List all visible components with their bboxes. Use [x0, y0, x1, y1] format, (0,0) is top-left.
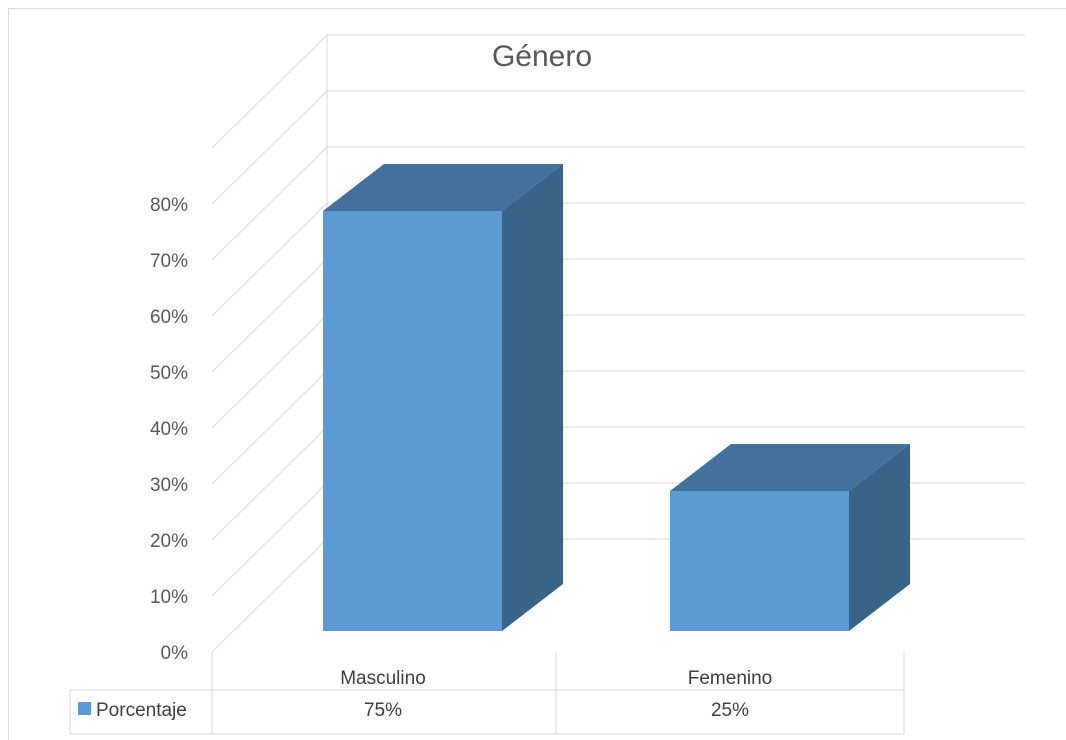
- chart-frame: [8, 8, 1066, 740]
- bar-front-face: [670, 491, 849, 631]
- y-tick-label: 10%: [150, 587, 188, 608]
- gridline-diagonal: [211, 90, 328, 205]
- y-tick-label: 70%: [150, 251, 188, 272]
- gridline-diagonal: [211, 538, 328, 653]
- y-tick-label: 0%: [161, 643, 189, 664]
- bar-top-face: [670, 444, 910, 491]
- data-table: Masculino Femenino Porcentaje 75% 25%: [69, 652, 905, 735]
- data-table-value: 75%: [364, 700, 402, 721]
- legend-swatch: [78, 702, 91, 715]
- bars: [323, 164, 910, 631]
- gridline-diagonal: [211, 34, 328, 149]
- y-tick-label: 40%: [150, 419, 188, 440]
- y-tick-label: 30%: [150, 475, 188, 496]
- gridline-diagonal: [211, 258, 328, 373]
- category-label: Femenino: [688, 668, 773, 689]
- data-table-value: 25%: [711, 700, 749, 721]
- legend-series-name: Porcentaje: [96, 700, 187, 721]
- category-label: Masculino: [340, 668, 426, 689]
- y-tick-label: 50%: [150, 363, 188, 384]
- gridline-diagonal: [211, 314, 328, 429]
- y-axis: 0% 10% 20% 30% 40% 50% 60% 70% 80%: [150, 195, 188, 664]
- chart-title: Género: [492, 40, 592, 73]
- bar-top-face: [323, 164, 563, 211]
- y-tick-label: 20%: [150, 531, 188, 552]
- bar-side-face: [849, 444, 910, 631]
- bar: [670, 444, 910, 631]
- y-tick-label: 80%: [150, 195, 188, 216]
- gridline-diagonal: [211, 370, 328, 485]
- gridline-diagonal: [211, 426, 328, 541]
- y-tick-label: 60%: [150, 307, 188, 328]
- gridline-diagonal: [211, 202, 328, 317]
- bar-front-face: [323, 211, 502, 631]
- gridline-diagonal: [211, 482, 328, 597]
- bar-side-face: [502, 164, 563, 631]
- gridline-diagonal: [211, 146, 328, 261]
- bar: [323, 164, 563, 631]
